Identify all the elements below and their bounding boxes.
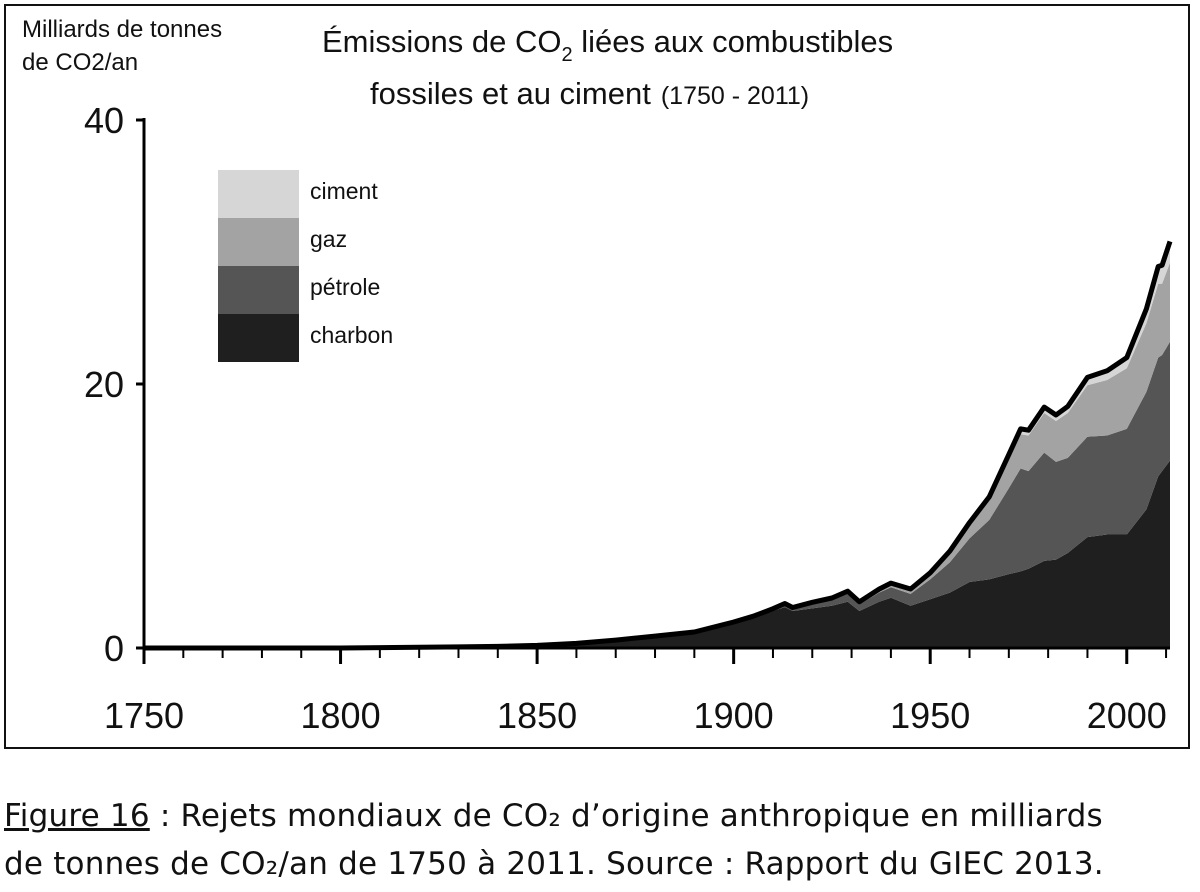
- y-tick-label: 0: [104, 628, 124, 669]
- chart-title-part1: Émissions de CO: [322, 24, 561, 59]
- x-tick-label: 2000: [1087, 695, 1167, 736]
- stacked-areas: [144, 241, 1170, 648]
- area-charbon: [144, 460, 1170, 648]
- chart-title-line1: Émissions de CO2 liées aux combustibles: [322, 24, 893, 66]
- caption-line1-text: : Rejets mondiaux de CO₂ d’origine anthr…: [149, 798, 1103, 834]
- y-ticks: 0 20 40: [84, 100, 144, 669]
- y-axis-label-line1: Milliards de tonnes: [22, 16, 222, 43]
- x-tick-label: 1750: [104, 695, 184, 736]
- caption-line2: de tonnes de CO₂/an de 1750 à 2011. Sour…: [4, 846, 1104, 882]
- legend-swatch-gaz: [218, 218, 299, 266]
- figure-caption: Figure 16 : Rejets mondiaux de CO₂ d’ori…: [4, 792, 1194, 888]
- legend-swatch-charbon: [218, 314, 299, 362]
- chart-frame: [4, 4, 1190, 749]
- legend-label-pétrole: pétrole: [310, 274, 380, 300]
- x-tick-label: 1900: [694, 695, 774, 736]
- chart-title-line2: fossiles et au ciment (1750 - 2011): [370, 76, 809, 111]
- x-tick-label: 1800: [301, 695, 381, 736]
- x-tick-label: 1850: [497, 695, 577, 736]
- chart-title-years: (1750 - 2011): [661, 82, 809, 110]
- legend-label-charbon: charbon: [310, 322, 393, 348]
- chart-title-subscript: 2: [561, 44, 572, 66]
- figure-label: Figure 16: [4, 798, 150, 834]
- legend-label-gaz: gaz: [310, 226, 347, 252]
- total-emissions-line: [144, 240, 1173, 651]
- legend-label-ciment: ciment: [310, 178, 378, 204]
- emissions-chart: Milliards de tonnes de CO2/an Émissions …: [22, 16, 1173, 736]
- x-ticks: 1750 1800 1850 1900 1950 2000: [104, 648, 1168, 736]
- chart-title-part2: liées aux combustibles: [573, 24, 894, 59]
- y-tick-label: 20: [84, 364, 124, 405]
- legend: ciment gaz pétrole charbon: [218, 170, 393, 362]
- y-axis-label-line2: de CO2/an: [22, 49, 138, 76]
- legend-swatch-pétrole: [218, 266, 299, 314]
- chart-title-part3: fossiles et au ciment: [370, 76, 651, 111]
- x-tick-label: 1950: [890, 695, 970, 736]
- y-tick-label: 40: [84, 100, 124, 141]
- caption-line1: Figure 16 : Rejets mondiaux de CO₂ d’ori…: [4, 792, 1194, 840]
- legend-swatch-ciment: [218, 170, 299, 218]
